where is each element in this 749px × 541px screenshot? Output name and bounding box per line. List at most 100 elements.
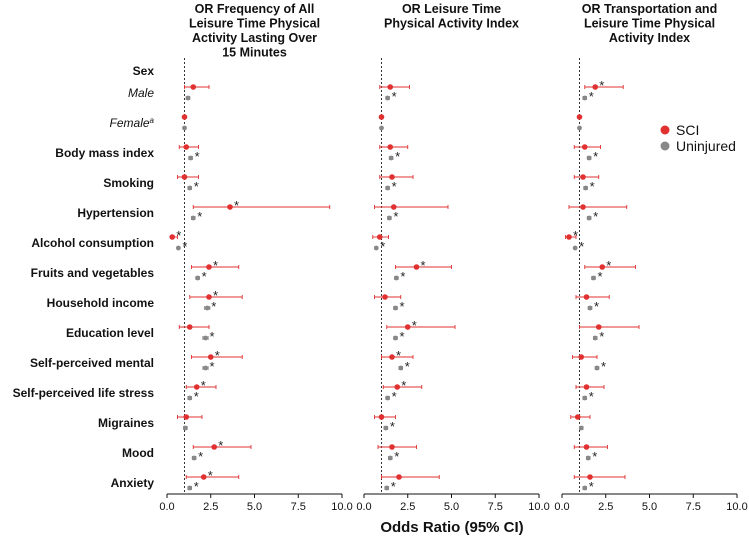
significance-star: * [201,378,206,393]
point-sci-income [206,294,212,300]
x-tick-label: 7.5 [488,501,503,513]
point-sci-fruits [413,264,420,270]
point-uninjured-female [182,125,187,131]
point-uninjured-migraines [182,425,188,431]
panel-3-title-line: OR Transportation and [582,2,717,16]
significance-star: * [182,239,187,254]
point-sci-smoking [389,174,395,180]
significance-star: * [194,389,199,404]
significance-star: * [593,209,598,224]
row-label-smoking: Smoking [103,176,154,190]
point-sci-stress [394,384,401,390]
significance-star: * [592,449,597,464]
legend-swatch-sci [660,125,670,135]
legend-label-uninjured: Uninjured [676,138,736,154]
point-uninjured-female [379,125,384,131]
point-uninjured-smoking [187,185,193,191]
point-uninjured-bmi [188,155,194,161]
significance-star: * [202,269,207,284]
significance-star: * [599,329,604,344]
point-sci-mental [389,354,395,360]
x-tick-label: 10.0 [331,501,352,513]
x-tick-label: 10.0 [726,501,747,513]
point-sci-fruits [599,264,606,270]
point-uninjured-male [185,95,191,101]
significance-star: * [400,299,405,314]
x-tick-label: 2.5 [203,501,218,513]
point-sci-education [404,324,411,330]
significance-star: * [211,299,216,314]
point-sci-bmi [387,144,394,150]
row-label-sex: Sex [133,64,155,78]
x-tick-label: 2.5 [400,501,415,513]
point-uninjured-hypertension [586,215,592,221]
panel-3-title-line: Activity Index [609,31,690,45]
significance-star: * [590,179,595,194]
x-tick-label: 0.0 [554,501,569,513]
point-sci-female [378,114,385,120]
significance-star: * [393,209,398,224]
panel-2-title-line: OR Leisure Time [402,2,501,16]
row-label-anxiety: Anxiety [111,476,155,490]
point-uninjured-alcohol [572,245,578,251]
significance-star: * [606,258,611,273]
point-sci-fruits [206,264,212,270]
significance-star: * [198,449,203,464]
x-tick-label: 5.0 [247,501,262,513]
point-sci-income [382,294,388,300]
point-uninjured-smoking [385,185,391,191]
significance-star: * [392,179,397,194]
significance-star: * [218,438,223,453]
row-label-male: Male [128,86,154,100]
point-uninjured-education [592,335,598,341]
point-uninjured-mental [398,365,404,371]
panel-2-title-line: Physical Activity Index [384,17,519,31]
point-uninjured-hypertension [386,215,392,221]
significance-star: * [579,239,584,254]
point-sci-mental [578,354,585,360]
point-sci-migraines [574,414,581,420]
point-sci-alcohol [169,234,176,240]
significance-star: * [599,78,604,93]
significance-star: * [392,89,397,104]
point-sci-bmi [183,144,190,150]
significance-star: * [210,329,215,344]
point-sci-education [595,324,602,330]
row-label-stress: Self-perceived life stress [13,386,155,400]
significance-star: * [593,149,598,164]
point-uninjured-mood [387,455,393,461]
significance-star: * [395,149,400,164]
point-uninjured-anxiety [187,485,193,491]
point-uninjured-education [203,335,208,341]
point-uninjured-fruits [591,275,596,281]
significance-star: * [380,239,385,254]
point-uninjured-fruits [195,275,201,281]
row-label-income: Household income [47,296,155,310]
significance-star: * [392,389,397,404]
significance-star: * [215,348,220,363]
significance-star: * [391,479,396,494]
point-sci-income [583,294,590,300]
significance-star: * [589,389,594,404]
significance-star: * [589,89,594,104]
significance-star: * [176,228,181,243]
point-uninjured-mental [594,365,600,371]
panel-1-title-line: Activity Lasting Over [192,31,317,45]
point-uninjured-mood [585,455,591,461]
row-label-hypertension: Hypertension [77,206,154,220]
significance-star: * [401,378,406,393]
significance-star: * [195,149,200,164]
point-sci-education [186,324,193,330]
point-uninjured-alcohol [175,245,181,251]
point-uninjured-income [393,305,398,311]
significance-star: * [194,179,199,194]
point-uninjured-smoking [583,185,589,191]
significance-star: * [589,479,594,494]
point-uninjured-male [385,95,391,101]
point-sci-mood [389,444,395,450]
point-uninjured-income [204,305,210,311]
point-uninjured-alcohol [373,245,379,251]
point-uninjured-bmi [586,155,592,161]
point-sci-mental [207,354,214,360]
significance-star: * [573,228,578,243]
